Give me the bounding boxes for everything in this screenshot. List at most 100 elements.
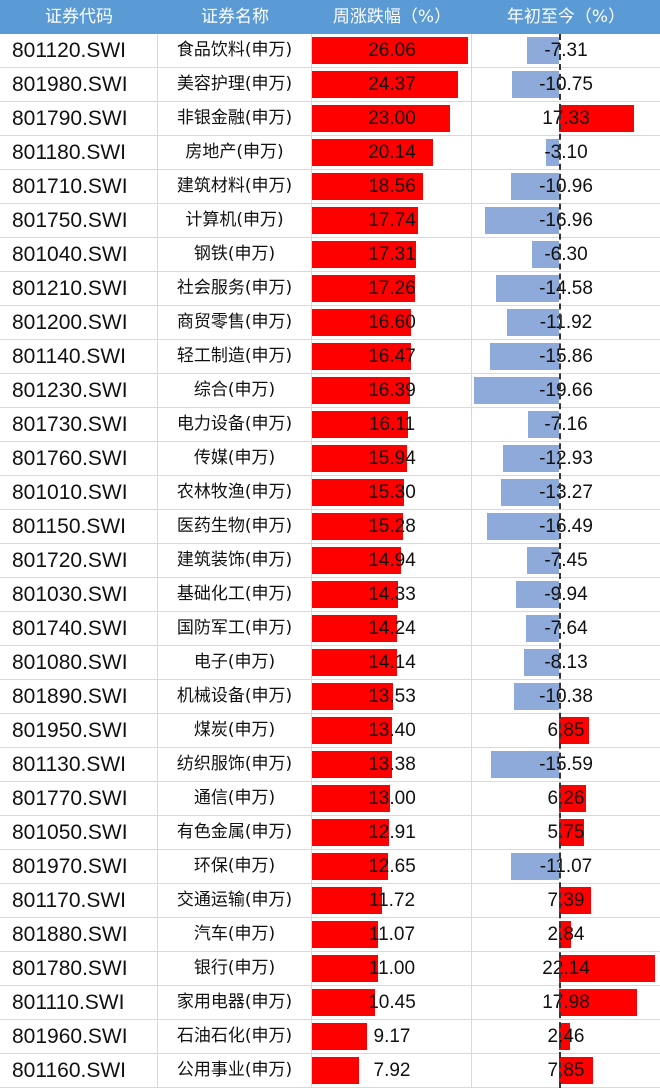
table-row: 801170.SWI 交通运输(申万) 11.72 7.39 bbox=[0, 884, 660, 918]
ytd-change-value: 6.85 bbox=[547, 720, 585, 741]
week-change-cell: 11.72 bbox=[312, 884, 472, 918]
week-change-value: 7.92 bbox=[373, 1060, 411, 1081]
ytd-change-cell: -7.31 bbox=[472, 34, 660, 68]
week-change-cell: 7.92 bbox=[312, 1054, 472, 1088]
ytd-change-value: -16.49 bbox=[539, 516, 593, 537]
ytd-change-cell: -19.66 bbox=[472, 374, 660, 408]
week-change-value: 15.28 bbox=[368, 516, 416, 537]
week-change-cell: 13.38 bbox=[312, 748, 472, 782]
ytd-change-value: 2.46 bbox=[547, 1026, 585, 1047]
security-name: 电子(申万) bbox=[158, 646, 312, 680]
ytd-change-value: -7.64 bbox=[544, 618, 588, 639]
security-code: 801750.SWI bbox=[0, 204, 158, 238]
security-code: 801740.SWI bbox=[0, 612, 158, 646]
week-change-bar bbox=[312, 275, 416, 302]
week-change-value: 13.00 bbox=[368, 788, 416, 809]
security-name: 交通运输(申万) bbox=[158, 884, 312, 918]
week-change-cell: 16.39 bbox=[312, 374, 472, 408]
ytd-change-bar bbox=[545, 139, 559, 166]
ytd-change-value: -11.07 bbox=[539, 856, 593, 877]
ytd-change-value: -6.30 bbox=[544, 244, 588, 265]
table-row: 801710.SWI 建筑材料(申万) 18.56 -10.96 bbox=[0, 170, 660, 204]
ytd-change-bar bbox=[559, 1023, 570, 1050]
week-change-bar bbox=[312, 37, 468, 64]
ytd-change-cell: 2.46 bbox=[472, 1020, 660, 1054]
week-change-cell: 12.65 bbox=[312, 850, 472, 884]
week-change-bar bbox=[312, 1023, 367, 1050]
ytd-change-value: -11.92 bbox=[539, 312, 593, 333]
week-change-value: 13.53 bbox=[368, 686, 416, 707]
ytd-change-bar bbox=[527, 37, 559, 64]
security-code: 801080.SWI bbox=[0, 646, 158, 680]
ytd-change-cell: 17.98 bbox=[472, 986, 660, 1020]
week-change-bar bbox=[312, 615, 398, 642]
ytd-change-value: 5.75 bbox=[547, 822, 585, 843]
ytd-change-cell: 7.39 bbox=[472, 884, 660, 918]
security-code: 801970.SWI bbox=[0, 850, 158, 884]
ytd-change-bar bbox=[559, 105, 635, 132]
security-name: 食品饮料(申万) bbox=[158, 34, 312, 68]
security-name: 钢铁(申万) bbox=[158, 238, 312, 272]
security-code: 801110.SWI bbox=[0, 986, 158, 1020]
week-change-bar bbox=[312, 989, 375, 1016]
week-change-value: 13.38 bbox=[368, 754, 416, 775]
week-change-cell: 14.94 bbox=[312, 544, 472, 578]
security-name: 轻工制造(申万) bbox=[158, 340, 312, 374]
ytd-change-bar bbox=[526, 547, 559, 574]
week-change-value: 17.74 bbox=[368, 210, 416, 231]
ytd-change-bar bbox=[559, 819, 584, 846]
table-row: 801130.SWI 纺织服饰(申万) 13.38 -15.59 bbox=[0, 748, 660, 782]
week-change-value: 14.33 bbox=[368, 584, 416, 605]
table-row: 801140.SWI 轻工制造(申万) 16.47 -15.86 bbox=[0, 340, 660, 374]
week-change-cell: 16.60 bbox=[312, 306, 472, 340]
table-row: 801150.SWI 医药生物(申万) 15.28 -16.49 bbox=[0, 510, 660, 544]
week-change-value: 26.06 bbox=[368, 40, 416, 61]
week-change-value: 16.11 bbox=[368, 414, 416, 435]
ytd-change-cell: 22.14 bbox=[472, 952, 660, 986]
ytd-change-bar bbox=[512, 71, 559, 98]
ytd-change-bar bbox=[525, 615, 559, 642]
ytd-change-bar bbox=[485, 207, 559, 234]
ytd-change-cell: -3.10 bbox=[472, 136, 660, 170]
table-row: 801720.SWI 建筑装饰(申万) 14.94 -7.45 bbox=[0, 544, 660, 578]
ytd-change-value: -3.10 bbox=[544, 142, 588, 163]
ytd-change-cell: 7.85 bbox=[472, 1054, 660, 1088]
ytd-change-bar bbox=[487, 513, 559, 540]
ytd-change-value: 7.85 bbox=[547, 1060, 585, 1081]
security-name: 煤炭(申万) bbox=[158, 714, 312, 748]
week-change-value: 13.40 bbox=[368, 720, 416, 741]
ytd-change-bar bbox=[502, 445, 559, 472]
security-name: 基础化工(申万) bbox=[158, 578, 312, 612]
week-change-value: 17.31 bbox=[368, 244, 416, 265]
week-change-cell: 15.94 bbox=[312, 442, 472, 476]
ytd-change-bar bbox=[495, 275, 559, 302]
security-name: 纺织服饰(申万) bbox=[158, 748, 312, 782]
week-change-value: 20.14 bbox=[368, 142, 416, 163]
security-code: 801880.SWI bbox=[0, 918, 158, 952]
week-change-bar bbox=[312, 513, 404, 540]
ytd-change-cell: -9.94 bbox=[472, 578, 660, 612]
week-change-cell: 16.47 bbox=[312, 340, 472, 374]
ytd-change-cell: -12.93 bbox=[472, 442, 660, 476]
week-change-value: 16.60 bbox=[368, 312, 416, 333]
ytd-change-value: -10.96 bbox=[539, 176, 593, 197]
ytd-change-cell: -16.96 bbox=[472, 204, 660, 238]
table-row: 801230.SWI 综合(申万) 16.39 -19.66 bbox=[0, 374, 660, 408]
security-name: 有色金属(申万) bbox=[158, 816, 312, 850]
week-change-value: 23.00 bbox=[368, 108, 416, 129]
week-change-cell: 14.14 bbox=[312, 646, 472, 680]
table-row: 801890.SWI 机械设备(申万) 13.53 -10.38 bbox=[0, 680, 660, 714]
week-change-value: 18.56 bbox=[368, 176, 416, 197]
week-change-value: 11.72 bbox=[368, 890, 416, 911]
ytd-change-bar bbox=[507, 309, 559, 336]
ytd-change-cell: -6.30 bbox=[472, 238, 660, 272]
week-change-value: 15.94 bbox=[368, 448, 416, 469]
header-ytd-change: 年初至今（%） bbox=[506, 7, 626, 27]
ytd-change-cell: 17.33 bbox=[472, 102, 660, 136]
week-change-bar bbox=[312, 683, 393, 710]
week-change-cell: 12.91 bbox=[312, 816, 472, 850]
ytd-change-value: -12.93 bbox=[539, 448, 593, 469]
ytd-change-cell: -15.59 bbox=[472, 748, 660, 782]
security-code: 801170.SWI bbox=[0, 884, 158, 918]
week-change-cell: 23.00 bbox=[312, 102, 472, 136]
